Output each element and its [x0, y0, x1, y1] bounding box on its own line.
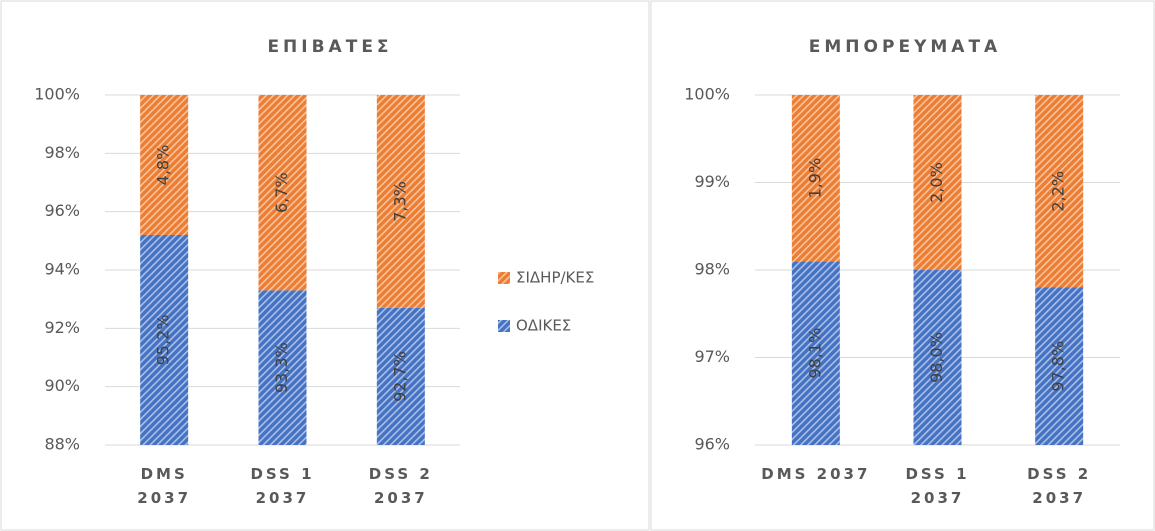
legend-label: ΟΔΙΚΕΣ	[516, 317, 571, 335]
bar-segment	[791, 261, 840, 445]
x-tick-label: DSS 1 2037	[905, 465, 970, 507]
bar-segment	[376, 95, 425, 308]
y-tick-label: 88%	[44, 435, 80, 454]
data-label: 2,0%	[927, 162, 946, 203]
bar-segment	[376, 307, 425, 445]
bar-segment	[140, 95, 189, 235]
data-label: 6,7%	[272, 172, 291, 213]
legend-label: ΣΙΔΗΡ/ΚΕΣ	[516, 269, 594, 287]
chart-title: ΕΜΠΟΡΕΥΜΑΤΑ	[809, 37, 1001, 57]
y-tick-label: 94%	[44, 260, 80, 279]
panel-frame	[0, 0, 650, 531]
data-label: 97,8%	[1049, 341, 1068, 392]
data-label: 1,9%	[805, 158, 824, 199]
y-tick-label: 100%	[684, 85, 730, 104]
data-label: 98,0%	[927, 332, 946, 383]
x-tick-label: DSS 2 2037	[1027, 465, 1092, 507]
y-tick-label: 98%	[44, 143, 80, 162]
bar-segment	[258, 290, 307, 445]
bar-segment	[140, 235, 189, 445]
data-label: 95,2%	[154, 315, 173, 366]
y-tick-label: 96%	[44, 201, 80, 220]
data-label: 4,8%	[154, 145, 173, 186]
y-tick-label: 97%	[694, 347, 730, 366]
x-tick-label: DMS 2037	[137, 465, 192, 507]
y-tick-label: 99%	[694, 172, 730, 191]
bar-segment	[913, 95, 962, 270]
data-label: 7,3%	[390, 181, 409, 222]
bar-segment	[913, 270, 962, 445]
legend-swatch	[498, 272, 510, 284]
y-tick-label: 98%	[694, 260, 730, 279]
bar-segment	[791, 95, 840, 262]
bar-segment	[1035, 95, 1084, 288]
data-label: 98,1%	[805, 328, 824, 379]
x-tick-label: DSS 1 2037	[250, 465, 315, 507]
x-tick-label: DMS 2037	[761, 465, 871, 483]
bar-segment	[1035, 287, 1084, 445]
legend-swatch	[498, 320, 510, 332]
chart-title: ΕΠΙΒΑΤΕΣ	[267, 37, 392, 57]
y-tick-label: 100%	[34, 85, 80, 104]
data-label: 2,2%	[1049, 171, 1068, 212]
x-tick-label: DSS 2 2037	[368, 465, 433, 507]
y-tick-label: 90%	[44, 376, 80, 395]
bar-segment	[258, 95, 307, 291]
data-label: 92,7%	[390, 351, 409, 402]
y-tick-label: 96%	[694, 435, 730, 454]
y-tick-label: 92%	[44, 318, 80, 337]
data-label: 93,3%	[272, 342, 291, 393]
